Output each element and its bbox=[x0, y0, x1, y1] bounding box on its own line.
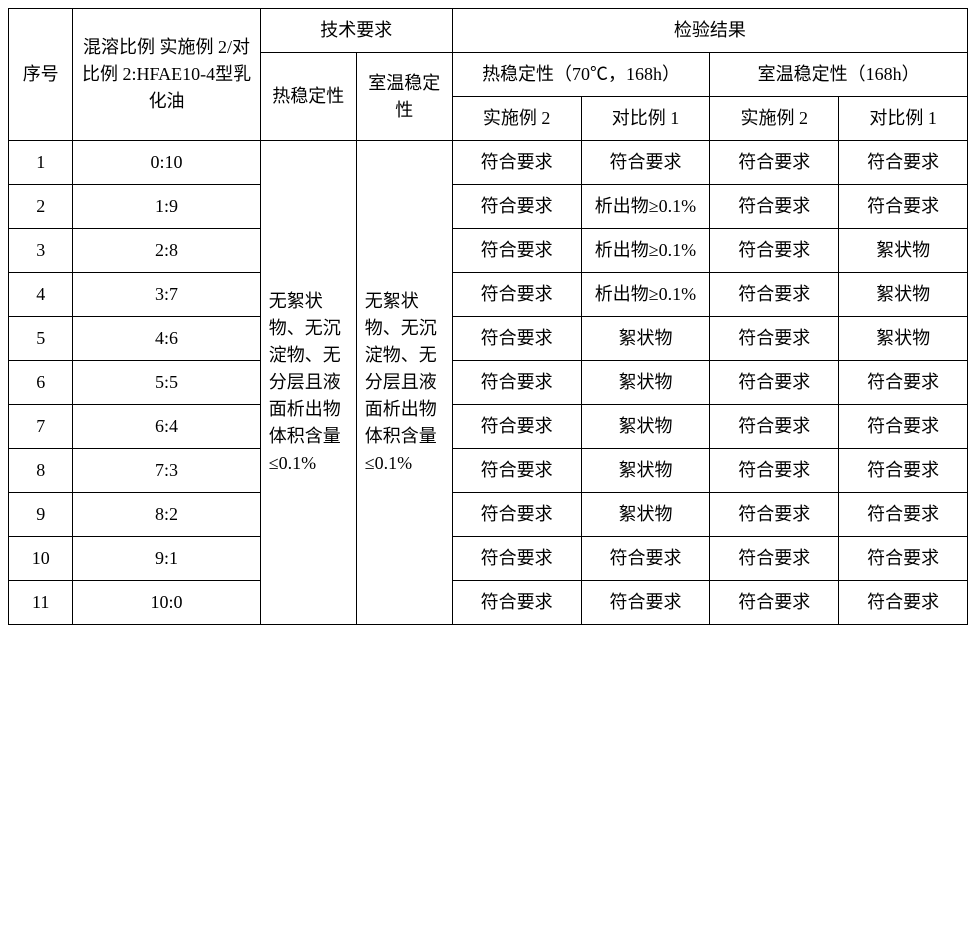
cell-thermal-ex2: 符合要求 bbox=[452, 229, 581, 273]
cell-ratio: 9:1 bbox=[73, 537, 260, 581]
table-row: 21:9符合要求析出物≥0.1%符合要求符合要求 bbox=[9, 185, 968, 229]
cell-room-ex2: 符合要求 bbox=[710, 361, 839, 405]
cell-thermal-cmp1: 絮状物 bbox=[581, 361, 710, 405]
cell-seq: 6 bbox=[9, 361, 73, 405]
cell-room-ex2: 符合要求 bbox=[710, 405, 839, 449]
cell-thermal-ex2: 符合要求 bbox=[452, 273, 581, 317]
table-row: 65:5符合要求絮状物符合要求符合要求 bbox=[9, 361, 968, 405]
cell-room-cmp1: 符合要求 bbox=[839, 493, 968, 537]
header-room-cmp1: 对比例 1 bbox=[839, 97, 968, 141]
cell-ratio: 2:8 bbox=[73, 229, 260, 273]
cell-seq: 5 bbox=[9, 317, 73, 361]
table-row: 43:7符合要求析出物≥0.1%符合要求絮状物 bbox=[9, 273, 968, 317]
cell-room-ex2: 符合要求 bbox=[710, 493, 839, 537]
cell-room-cmp1: 符合要求 bbox=[839, 361, 968, 405]
cell-room-ex2: 符合要求 bbox=[710, 581, 839, 625]
cell-ratio: 0:10 bbox=[73, 141, 260, 185]
table-row: 1110:0符合要求符合要求符合要求符合要求 bbox=[9, 581, 968, 625]
cell-room-ex2: 符合要求 bbox=[710, 317, 839, 361]
cell-req-thermal: 无絮状物、无沉 淀物、无分层且液面析出物体积含量≤0.1% bbox=[260, 141, 356, 625]
cell-ratio: 5:5 bbox=[73, 361, 260, 405]
cell-thermal-cmp1: 絮状物 bbox=[581, 405, 710, 449]
cell-room-cmp1: 絮状物 bbox=[839, 317, 968, 361]
cell-thermal-ex2: 符合要求 bbox=[452, 537, 581, 581]
cell-room-ex2: 符合要求 bbox=[710, 185, 839, 229]
table-row: 76:4符合要求絮状物符合要求符合要求 bbox=[9, 405, 968, 449]
header-ratio: 混溶比例 实施例 2/对比例 2:HFAE10-4型乳化油 bbox=[73, 9, 260, 141]
cell-room-ex2: 符合要求 bbox=[710, 273, 839, 317]
cell-room-cmp1: 符合要求 bbox=[839, 405, 968, 449]
cell-thermal-cmp1: 析出物≥0.1% bbox=[581, 273, 710, 317]
table-row: 32:8符合要求析出物≥0.1%符合要求絮状物 bbox=[9, 229, 968, 273]
cell-thermal-cmp1: 絮状物 bbox=[581, 493, 710, 537]
cell-room-ex2: 符合要求 bbox=[710, 229, 839, 273]
cell-thermal-ex2: 符合要求 bbox=[452, 361, 581, 405]
table-row: 10:10无絮状物、无沉 淀物、无分层且液面析出物体积含量≤0.1%无絮状物、无… bbox=[9, 141, 968, 185]
cell-thermal-cmp1: 絮状物 bbox=[581, 317, 710, 361]
cell-room-cmp1: 符合要求 bbox=[839, 185, 968, 229]
cell-thermal-cmp1: 析出物≥0.1% bbox=[581, 229, 710, 273]
cell-room-ex2: 符合要求 bbox=[710, 449, 839, 493]
cell-ratio: 7:3 bbox=[73, 449, 260, 493]
cell-room-cmp1: 絮状物 bbox=[839, 273, 968, 317]
cell-seq: 7 bbox=[9, 405, 73, 449]
cell-ratio: 8:2 bbox=[73, 493, 260, 537]
data-table: 序号 混溶比例 实施例 2/对比例 2:HFAE10-4型乳化油 技术要求 检验… bbox=[8, 8, 968, 625]
cell-thermal-cmp1: 符合要求 bbox=[581, 581, 710, 625]
cell-thermal-cmp1: 符合要求 bbox=[581, 537, 710, 581]
header-thermal-cond: 热稳定性（70℃，168h） bbox=[452, 53, 710, 97]
cell-thermal-ex2: 符合要求 bbox=[452, 449, 581, 493]
table-row: 54:6符合要求絮状物符合要求絮状物 bbox=[9, 317, 968, 361]
cell-room-cmp1: 符合要求 bbox=[839, 141, 968, 185]
cell-req-room: 无絮状物、无沉淀物、无分层且液面析出物体积含量≤0.1% bbox=[356, 141, 452, 625]
cell-thermal-ex2: 符合要求 bbox=[452, 581, 581, 625]
cell-thermal-cmp1: 絮状物 bbox=[581, 449, 710, 493]
header-room-ex2: 实施例 2 bbox=[710, 97, 839, 141]
cell-ratio: 3:7 bbox=[73, 273, 260, 317]
cell-ratio: 1:9 bbox=[73, 185, 260, 229]
cell-seq: 4 bbox=[9, 273, 73, 317]
cell-room-cmp1: 符合要求 bbox=[839, 449, 968, 493]
header-row-1: 序号 混溶比例 实施例 2/对比例 2:HFAE10-4型乳化油 技术要求 检验… bbox=[9, 9, 968, 53]
cell-seq: 3 bbox=[9, 229, 73, 273]
header-room-cond: 室温稳定性（168h） bbox=[710, 53, 968, 97]
cell-ratio: 10:0 bbox=[73, 581, 260, 625]
cell-thermal-ex2: 符合要求 bbox=[452, 185, 581, 229]
table-row: 87:3符合要求絮状物符合要求符合要求 bbox=[9, 449, 968, 493]
cell-ratio: 6:4 bbox=[73, 405, 260, 449]
cell-seq: 10 bbox=[9, 537, 73, 581]
cell-seq: 2 bbox=[9, 185, 73, 229]
cell-room-ex2: 符合要求 bbox=[710, 141, 839, 185]
cell-ratio: 4:6 bbox=[73, 317, 260, 361]
cell-seq: 8 bbox=[9, 449, 73, 493]
cell-thermal-ex2: 符合要求 bbox=[452, 141, 581, 185]
header-thermal-ex2: 实施例 2 bbox=[452, 97, 581, 141]
cell-room-cmp1: 符合要求 bbox=[839, 537, 968, 581]
cell-room-cmp1: 符合要求 bbox=[839, 581, 968, 625]
cell-seq: 11 bbox=[9, 581, 73, 625]
cell-thermal-cmp1: 析出物≥0.1% bbox=[581, 185, 710, 229]
cell-thermal-ex2: 符合要求 bbox=[452, 317, 581, 361]
table-row: 98:2符合要求絮状物符合要求符合要求 bbox=[9, 493, 968, 537]
cell-thermal-ex2: 符合要求 bbox=[452, 493, 581, 537]
cell-seq: 9 bbox=[9, 493, 73, 537]
header-thermal-stability: 热稳定性 bbox=[260, 53, 356, 141]
cell-thermal-ex2: 符合要求 bbox=[452, 405, 581, 449]
header-test-result: 检验结果 bbox=[452, 9, 967, 53]
header-seq: 序号 bbox=[9, 9, 73, 141]
cell-room-ex2: 符合要求 bbox=[710, 537, 839, 581]
cell-seq: 1 bbox=[9, 141, 73, 185]
header-tech-req: 技术要求 bbox=[260, 9, 452, 53]
table-row: 109:1符合要求符合要求符合要求符合要求 bbox=[9, 537, 968, 581]
header-room-stability: 室温稳定性 bbox=[356, 53, 452, 141]
cell-room-cmp1: 絮状物 bbox=[839, 229, 968, 273]
header-thermal-cmp1: 对比例 1 bbox=[581, 97, 710, 141]
cell-thermal-cmp1: 符合要求 bbox=[581, 141, 710, 185]
